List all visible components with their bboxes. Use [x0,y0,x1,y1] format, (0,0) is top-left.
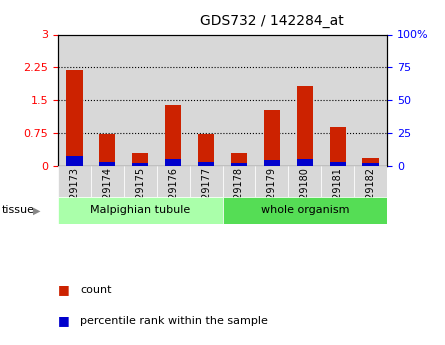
Bar [165,159,182,166]
Text: GSM29173: GSM29173 [69,167,79,220]
Text: GSM29178: GSM29178 [234,167,244,220]
Bar [296,159,313,166]
Bar [231,163,247,166]
Bar [222,197,387,224]
Bar [198,162,214,166]
Bar [157,34,190,166]
Bar [330,127,346,166]
Bar [124,166,157,197]
Bar [91,166,124,197]
Bar [66,70,83,166]
Bar [66,156,83,166]
Text: GSM29174: GSM29174 [102,167,112,220]
Text: count: count [80,285,112,295]
Bar [255,166,288,197]
Bar [190,166,222,197]
Bar [264,160,280,166]
Bar [321,166,354,197]
Text: Malpighian tubule: Malpighian tubule [90,206,190,215]
Text: GSM29179: GSM29179 [267,167,277,220]
Bar [222,166,255,197]
Text: GSM29177: GSM29177 [201,167,211,220]
Bar [58,34,91,166]
Text: percentile rank within the sample: percentile rank within the sample [80,316,268,326]
Text: ■: ■ [58,283,69,296]
Bar [288,166,321,197]
Bar [132,154,149,166]
Bar [288,34,321,166]
Text: whole organism: whole organism [261,206,349,215]
Bar [198,134,214,166]
Bar [124,34,157,166]
Bar [354,34,387,166]
Bar [190,34,222,166]
Text: GSM29182: GSM29182 [366,167,376,220]
Bar [264,110,280,166]
Text: GSM29180: GSM29180 [300,167,310,220]
Text: tissue: tissue [2,206,35,215]
Bar [362,158,379,166]
Text: ▶: ▶ [33,206,41,215]
Text: GSM29181: GSM29181 [333,167,343,220]
Text: GSM29176: GSM29176 [168,167,178,220]
Bar [231,154,247,166]
Text: GSM29175: GSM29175 [135,167,145,220]
Bar [330,162,346,166]
Bar [99,162,116,166]
Bar [362,163,379,166]
Text: ■: ■ [58,314,69,327]
Bar [58,166,91,197]
Bar [132,163,149,166]
Bar [354,166,387,197]
Bar [157,166,190,197]
Bar [99,134,116,166]
Bar [91,34,124,166]
Text: GDS732 / 142284_at: GDS732 / 142284_at [200,13,344,28]
Bar [58,197,222,224]
Bar [296,86,313,166]
Bar [165,105,182,166]
Bar [321,34,354,166]
Bar [255,34,288,166]
Bar [222,34,255,166]
